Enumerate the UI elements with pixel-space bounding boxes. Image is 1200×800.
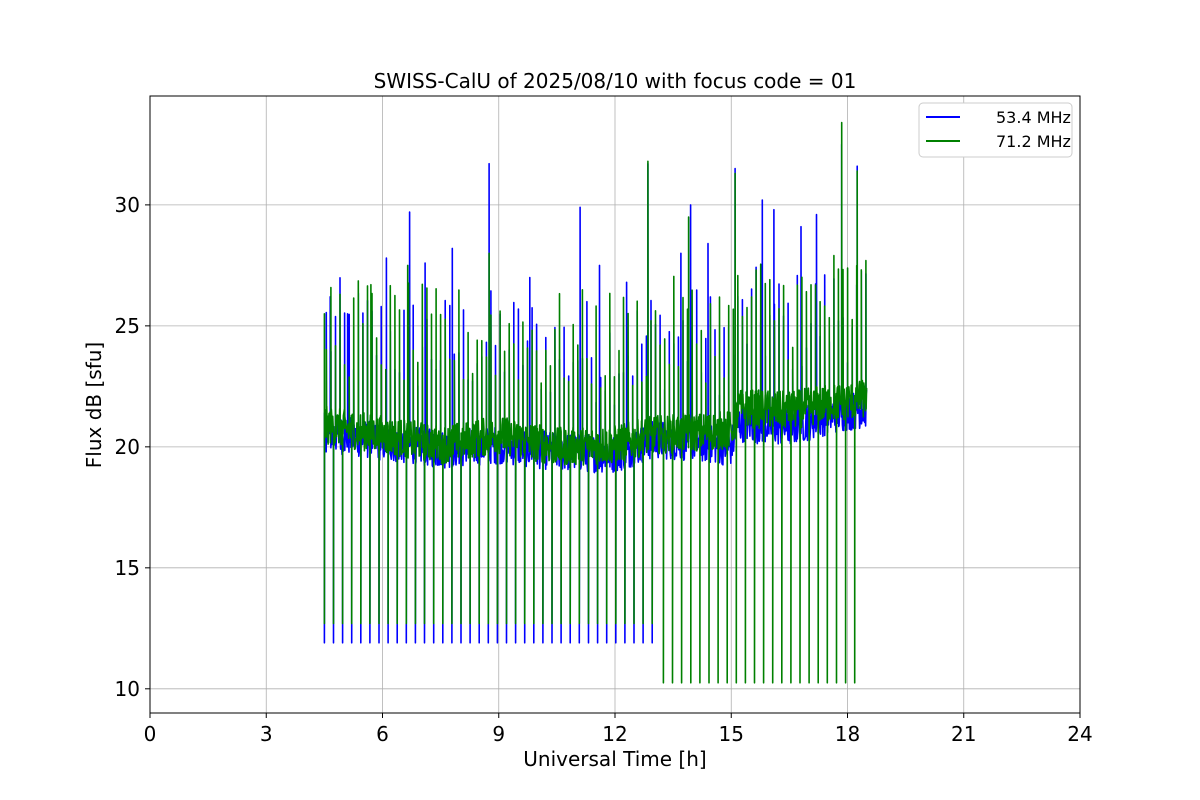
y-tick-label: 20 [115,435,140,459]
y-axis-label: Flux dB [sfu] [82,342,106,468]
x-axis-label: Universal Time [h] [523,747,706,771]
series-line-1 [323,121,868,684]
x-tick-label: 15 [719,722,744,746]
chart-title: SWISS-CalU of 2025/08/10 with focus code… [374,69,857,93]
y-tick-label: 25 [115,314,140,338]
x-tick-label: 9 [492,722,505,746]
y-tick-label: 10 [115,677,140,701]
legend-label-71: 71.2 MHz [996,132,1071,151]
plot-area [323,121,868,684]
legend: 53.4 MHz 71.2 MHz [918,102,1073,158]
axis-ticks: 0 3 6 9 12 15 18 21 24 10 15 20 25 30 [115,193,1093,746]
x-tick-label: 24 [1067,722,1092,746]
y-tick-label: 15 [115,556,140,580]
y-tick-label: 30 [115,193,140,217]
x-tick-label: 6 [376,722,389,746]
x-tick-label: 3 [260,722,273,746]
x-tick-label: 0 [144,722,157,746]
legend-label-53: 53.4 MHz [996,108,1071,127]
x-tick-label: 21 [951,722,976,746]
x-tick-label: 12 [602,722,627,746]
x-tick-label: 18 [835,722,860,746]
